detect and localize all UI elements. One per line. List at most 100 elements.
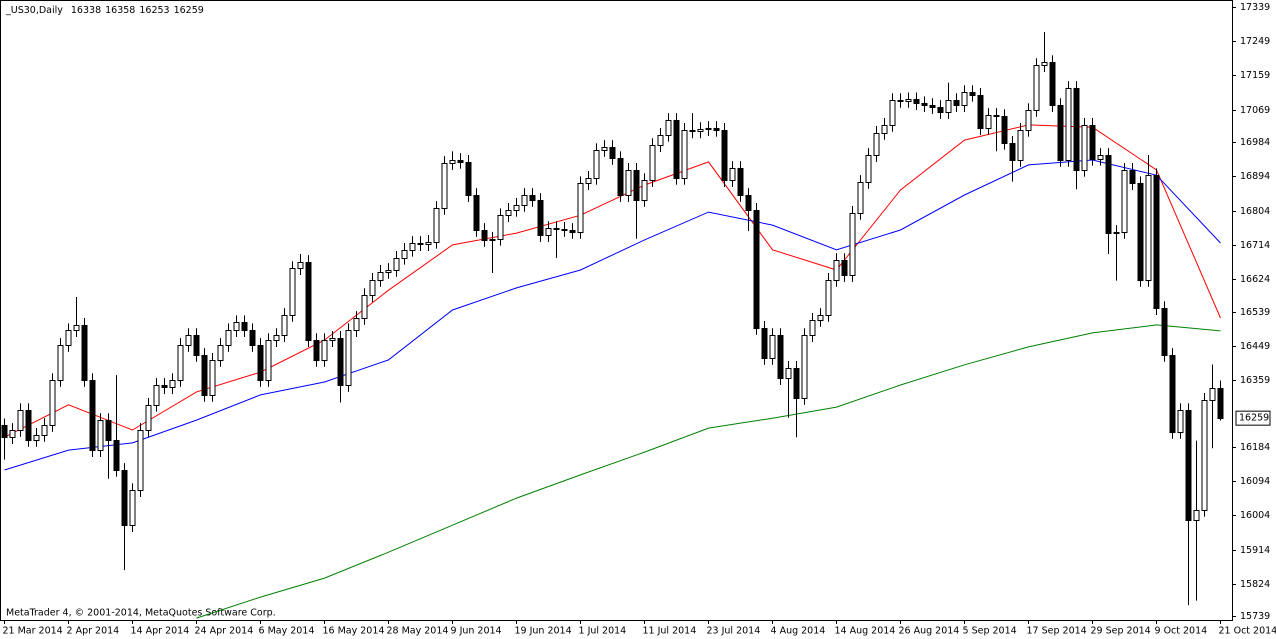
candle-body (1113, 232, 1120, 234)
candle-body (1121, 170, 1128, 233)
candle-body (113, 440, 120, 471)
candle-body (577, 183, 584, 233)
x-tick-label: 21 Oct 2014 (1219, 626, 1276, 637)
credit: MetaTrader 4, © 2001-2014, MetaQuotes So… (6, 608, 276, 619)
candle-body (249, 330, 256, 346)
candle-body (825, 280, 832, 316)
y-tick-label: 16894 (1240, 171, 1270, 182)
candle-body (953, 100, 960, 106)
candle-body (433, 208, 440, 243)
x-tick-label: 9 Oct 2014 (1155, 626, 1208, 637)
candle-body (737, 168, 744, 196)
x-tick-label: 28 May 2014 (387, 626, 449, 637)
candle-body (385, 270, 392, 273)
candle-body (57, 345, 64, 381)
candle-body (801, 335, 808, 399)
candle-body (449, 160, 456, 164)
x-tick-label: 2 Apr 2014 (67, 626, 120, 637)
candle-body (1105, 155, 1112, 234)
candle-body (713, 128, 720, 131)
ohlc-low: 16253 (139, 5, 169, 16)
candle-body (729, 168, 736, 181)
y-tick-label: 17249 (1240, 36, 1270, 47)
candle-body (601, 147, 608, 151)
candle-body (65, 330, 72, 346)
candle-body (793, 368, 800, 399)
candle-body (617, 158, 624, 196)
y-tick-label: 16624 (1240, 274, 1270, 285)
y-tick-label: 15739 (1240, 611, 1270, 622)
candle-body (89, 380, 96, 451)
ohlc-close: 16259 (174, 5, 204, 16)
candle-body (241, 322, 248, 331)
candle-body (121, 470, 128, 526)
candle-body (641, 180, 648, 201)
candle-body (689, 130, 696, 132)
candle-body (161, 385, 168, 388)
candle-body (889, 100, 896, 126)
x-tick-label: 6 May 2014 (259, 626, 315, 637)
y-tick-label: 15824 (1240, 579, 1270, 590)
x-tick-label: 16 May 2014 (323, 626, 385, 637)
candle-body (217, 345, 224, 361)
candle-body (593, 150, 600, 179)
y-tick-label: 16094 (1240, 476, 1270, 487)
price-label-box (1235, 410, 1271, 426)
candle-body (913, 99, 920, 104)
candle-body (369, 280, 376, 296)
candle-body (1057, 105, 1064, 161)
candle-body (1137, 183, 1144, 281)
candle-body (809, 320, 816, 336)
candle-body (745, 195, 752, 211)
plot (1, 31, 1224, 619)
candle-body (513, 205, 520, 211)
candle-body (313, 340, 320, 361)
candle-body (673, 120, 680, 179)
candle-body (625, 170, 632, 196)
candle-body (1193, 510, 1200, 521)
candle-body (649, 145, 656, 181)
candle-body (345, 330, 352, 386)
candle-body (137, 430, 144, 491)
candle-body (993, 115, 1000, 117)
candle-body (169, 380, 176, 388)
y-tick-label: 17069 (1240, 105, 1270, 116)
x-tick-label: 4 Aug 2014 (771, 626, 826, 637)
y-tick-label: 17159 (1240, 70, 1270, 81)
candle-body (425, 242, 432, 245)
candle-body (49, 380, 56, 426)
candle-body (1025, 110, 1032, 131)
y-tick-label: 16449 (1240, 341, 1270, 352)
candle-body (721, 130, 728, 181)
candle-body (1129, 170, 1136, 184)
candle-body (329, 338, 336, 341)
candle-body (633, 170, 640, 201)
candle-body (1153, 175, 1160, 309)
y-tick-label: 16184 (1240, 442, 1270, 453)
y-tick-label: 16004 (1240, 510, 1270, 521)
candle-body (441, 163, 448, 209)
y-tick-label: 16359 (1240, 375, 1270, 386)
candle-body (537, 200, 544, 236)
candle-body (41, 425, 48, 436)
x-tick-label: 9 Jun 2014 (451, 626, 502, 637)
candle-body (657, 135, 664, 146)
candle-body (1145, 175, 1152, 281)
candle-body (921, 103, 928, 106)
candle-body (473, 195, 480, 231)
candle-body (81, 325, 88, 381)
candle-body (753, 210, 760, 329)
candle-body (945, 100, 952, 113)
candle-body (841, 260, 848, 276)
candle-body (585, 178, 592, 184)
candle-body (401, 250, 408, 259)
candle-body (1209, 388, 1216, 401)
candle-body (905, 99, 912, 102)
candle-body (505, 210, 512, 216)
candle-body (857, 182, 864, 214)
candle-body (785, 368, 792, 379)
candle-body (33, 435, 40, 441)
candle-body (849, 213, 856, 276)
candle-body (129, 490, 136, 526)
